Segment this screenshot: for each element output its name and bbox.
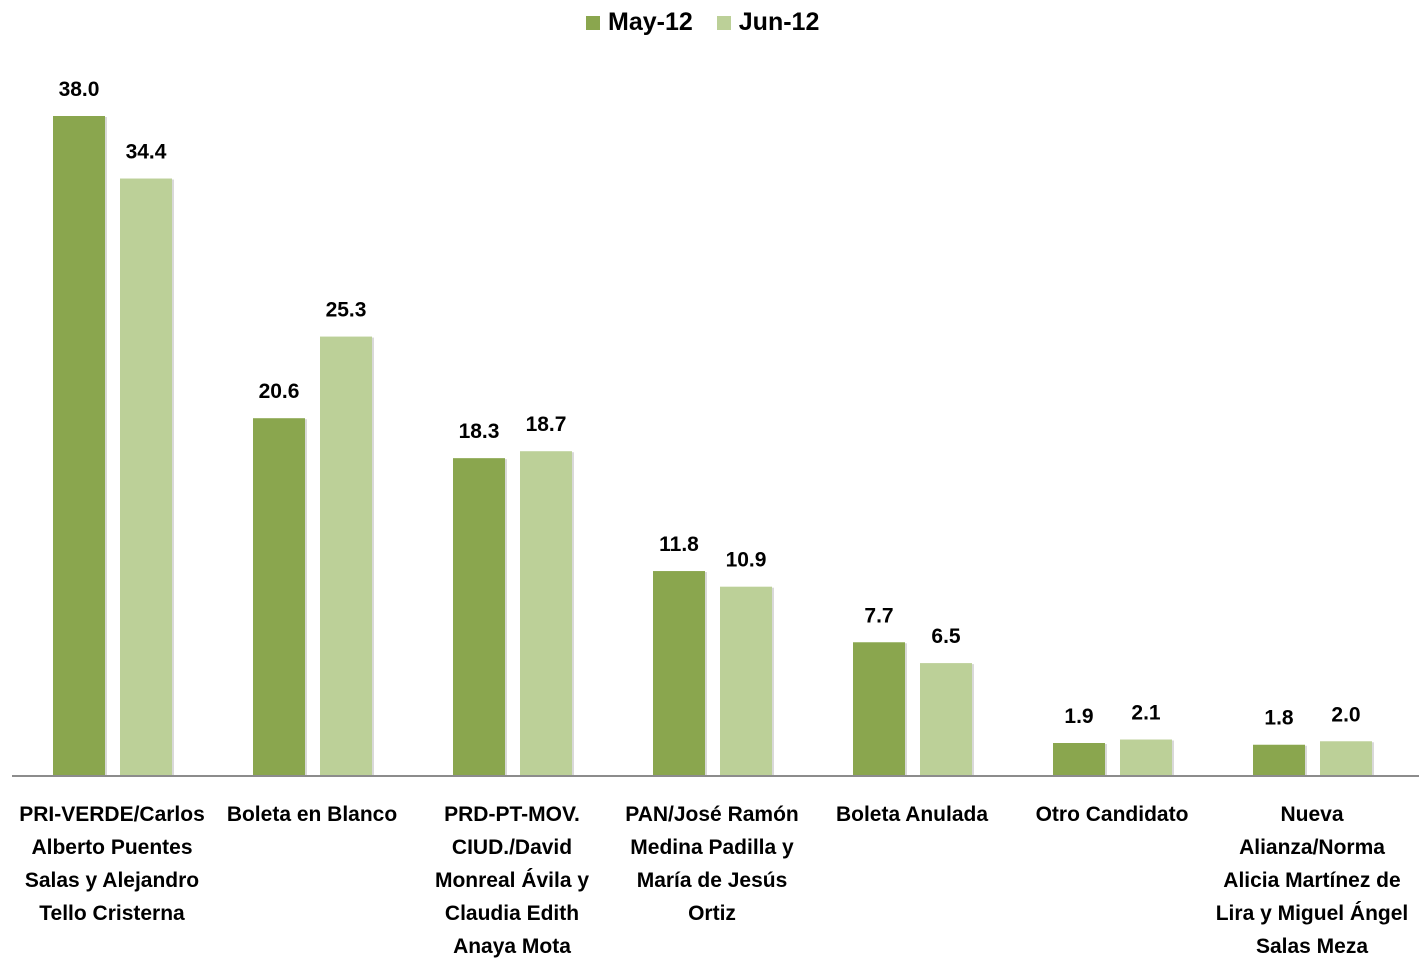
category-label-otro: Otro Candidato	[1035, 803, 1189, 826]
bar-jun-4	[920, 663, 972, 776]
data-label-jun-3: 10.9	[726, 549, 767, 572]
bar-jun-1	[320, 336, 372, 776]
bar-may-5	[1053, 743, 1105, 776]
legend-label-jun: Jun-12	[738, 8, 820, 36]
bar-jun-2	[520, 451, 572, 776]
data-label-jun-0: 34.4	[126, 141, 167, 164]
data-label-may-4: 7.7	[864, 604, 893, 627]
data-label-jun-6: 2.0	[1331, 703, 1360, 726]
data-label-may-2: 18.3	[459, 420, 500, 443]
category-label-anulada: Boleta Anulada	[835, 803, 989, 826]
data-label-may-3: 11.8	[659, 533, 699, 556]
bar-may-1	[253, 418, 305, 776]
legend-item-may: May-12	[586, 8, 693, 37]
bar-may-6	[1253, 744, 1305, 776]
data-label-may-5: 1.9	[1064, 705, 1093, 728]
data-label-jun-5: 2.1	[1131, 702, 1161, 725]
data-label-may-1: 20.6	[259, 380, 300, 403]
legend-label-may: May-12	[608, 8, 693, 36]
legend-item-jun: Jun-12	[716, 8, 820, 37]
legend-swatch-may	[586, 15, 600, 30]
data-label-may-0: 38.0	[59, 78, 100, 101]
category-label-pri: PRI-VERDE/Carlos Alberto Puentes Salas y…	[19, 803, 205, 925]
category-label-nueva-alianza: Nueva Alianza/Norma Alicia Martínez de L…	[1215, 803, 1409, 958]
bar-may-4	[853, 642, 905, 776]
bar-may-2	[453, 458, 505, 776]
bar-may-3	[653, 571, 705, 776]
bar-may-0	[53, 116, 105, 776]
data-label-may-6: 1.8	[1264, 707, 1294, 730]
category-label-prd: PRD-PT-MOV. CIUD./David Monreal Ávila y …	[434, 803, 590, 958]
data-label-jun-2: 18.7	[526, 413, 567, 436]
category-label-blanco: Boleta en Blanco	[226, 803, 398, 826]
legend-swatch-jun	[716, 15, 731, 30]
bar-jun-5	[1120, 739, 1172, 776]
data-label-jun-1: 25.3	[326, 299, 367, 322]
bar-jun-6	[1320, 741, 1372, 776]
data-label-jun-4: 6.5	[931, 625, 961, 648]
bar-jun-3	[720, 586, 772, 776]
bar-jun-0	[120, 178, 172, 777]
category-label-pan: PAN/José Ramón Medina Padilla y María de…	[625, 803, 799, 925]
legend: May-12 Jun-12	[586, 8, 843, 37]
